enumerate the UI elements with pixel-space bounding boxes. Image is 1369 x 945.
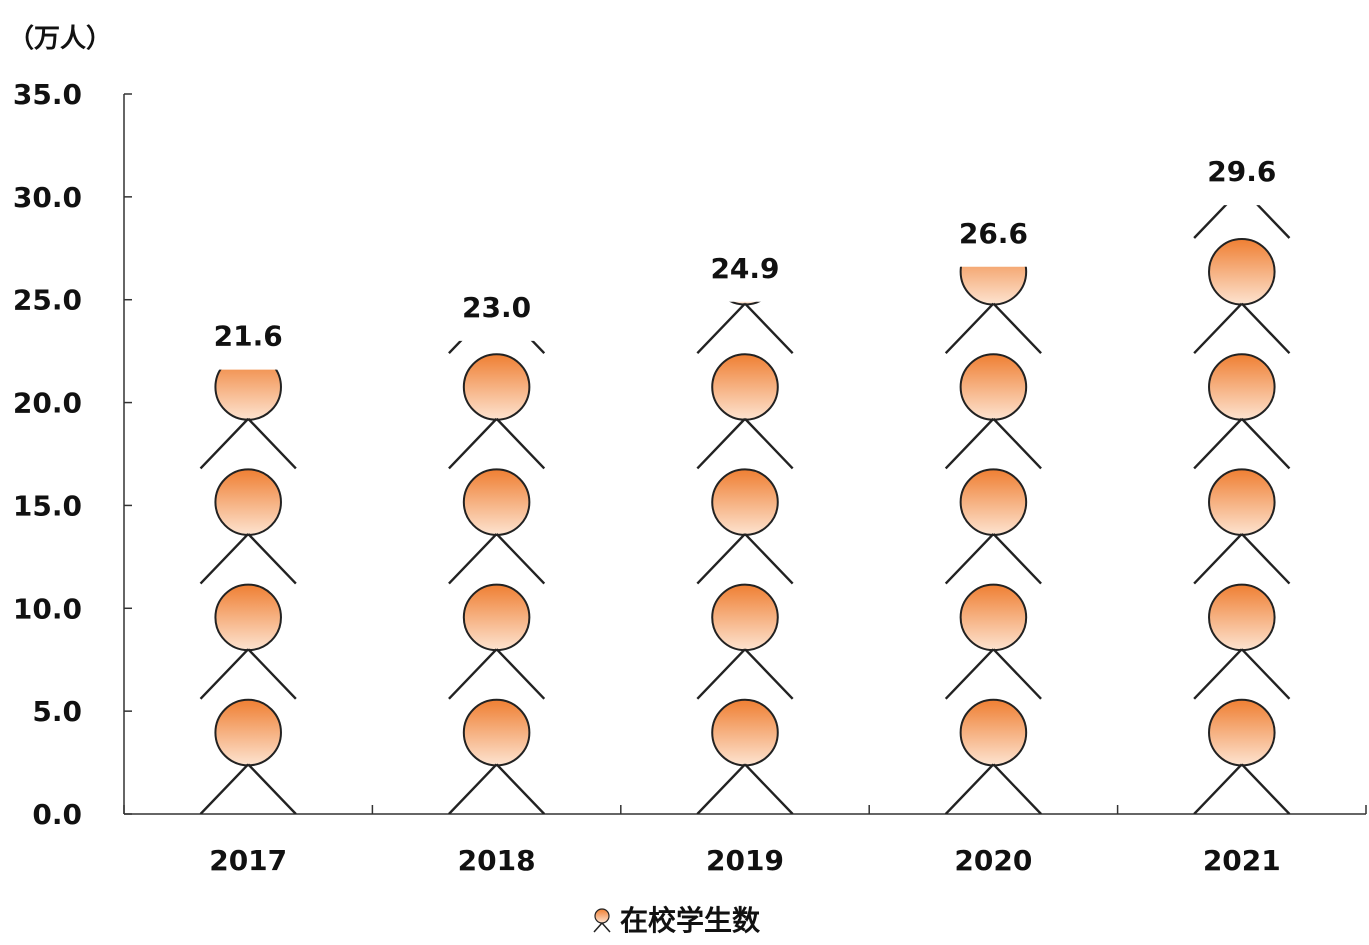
person-icon: [448, 583, 546, 700]
person-icon: [199, 468, 297, 585]
person-icon: [696, 583, 794, 700]
y-axis: 0.0 5.0 10.0 15.0 20.0 25.0 30.0 35.0: [13, 78, 132, 831]
y-tick-label: 10.0: [13, 592, 82, 625]
person-icon: [696, 301, 794, 355]
data-label: 29.6: [1207, 155, 1276, 188]
person-icon: [1193, 698, 1291, 815]
x-tick-label: 2018: [458, 844, 536, 877]
person-icon: [696, 468, 794, 585]
y-tick-label: 5.0: [32, 695, 82, 728]
y-tick-label: 30.0: [13, 181, 82, 214]
y-unit-label: （万人）: [8, 24, 112, 54]
x-axis: 2017 2018 2019 2020 2021: [123, 805, 1367, 877]
person-icon: [199, 583, 297, 700]
person-icon: [448, 353, 546, 470]
icon-column: [448, 340, 546, 814]
person-icon: [696, 353, 794, 470]
legend-person-icon: [593, 908, 611, 933]
person-icon: [944, 583, 1042, 700]
icon-columns: [199, 205, 1291, 815]
person-icon: [944, 353, 1042, 470]
person-icon: [1193, 205, 1291, 239]
icon-column: [696, 301, 794, 814]
person-icon: [448, 698, 546, 814]
y-tick-label: 20.0: [13, 387, 82, 420]
data-labels: 21.6 23.0 24.9 26.6 29.6: [214, 155, 1277, 353]
data-label: 24.9: [710, 252, 779, 285]
icon-column: [199, 369, 297, 814]
x-tick-label: 2021: [1203, 844, 1281, 877]
person-icon: [1193, 468, 1291, 585]
y-tick-label: 25.0: [13, 284, 82, 317]
icon-column: [1193, 205, 1291, 815]
person-icon: [944, 698, 1042, 814]
person-icon: [1193, 237, 1291, 355]
person-icon: [199, 698, 297, 814]
y-tick-label: 15.0: [13, 489, 82, 522]
person-icon: [944, 468, 1042, 585]
icon-column: [944, 266, 1042, 814]
person-icon: [1193, 583, 1291, 700]
y-tick-label: 35.0: [13, 78, 82, 111]
data-label: 21.6: [214, 320, 283, 353]
person-icon: [696, 698, 794, 814]
legend-label: 在校学生数: [620, 904, 761, 937]
person-icon: [448, 340, 546, 355]
person-icon: [1193, 353, 1291, 470]
data-label: 26.6: [959, 217, 1028, 250]
person-icon: [199, 369, 297, 470]
x-tick-label: 2017: [209, 844, 287, 877]
x-tick-label: 2020: [954, 844, 1032, 877]
person-icon: [944, 266, 1042, 355]
data-label: 23.0: [462, 291, 531, 324]
x-tick-label: 2019: [706, 844, 784, 877]
person-icon: [448, 468, 546, 585]
y-tick-label: 0.0: [32, 798, 82, 831]
legend: 在校学生数: [593, 904, 761, 937]
